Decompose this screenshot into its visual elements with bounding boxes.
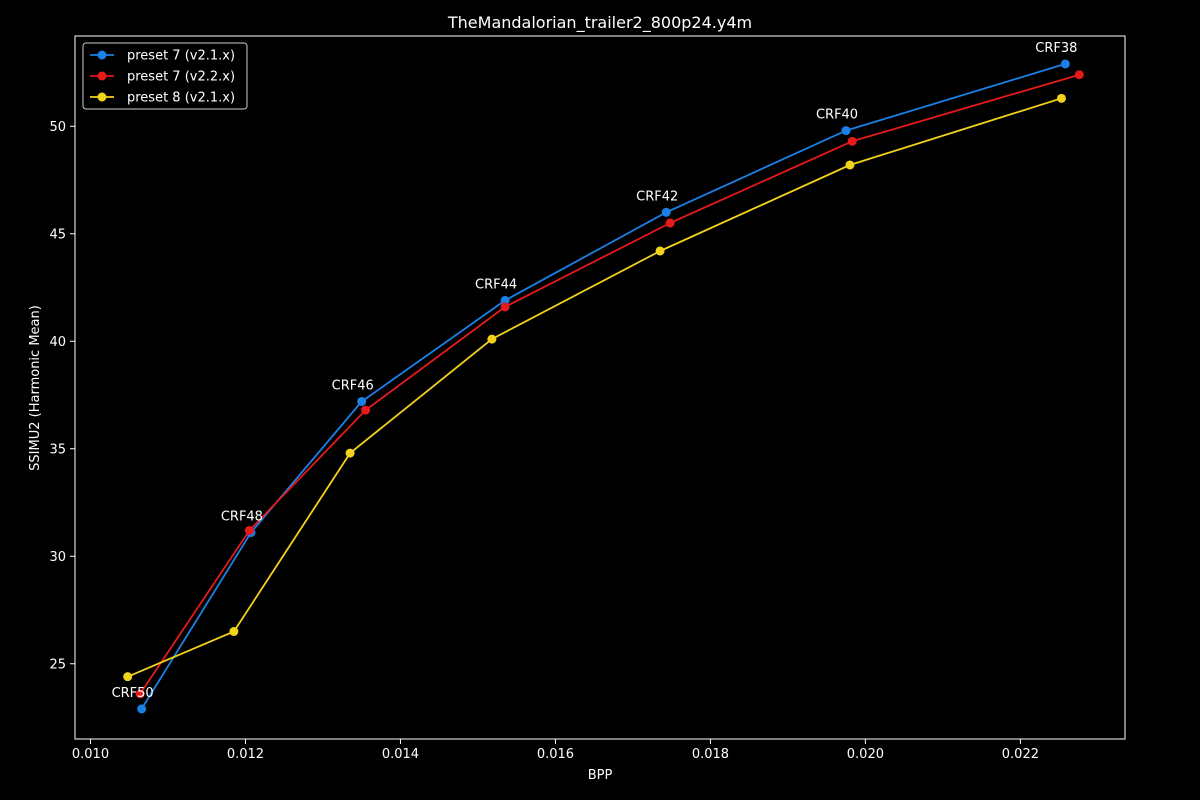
legend-entry: preset 7 (v2.1.x) bbox=[90, 49, 235, 64]
crf-annotation: CRF38 bbox=[1035, 41, 1077, 56]
y-axis-label: SSIMU2 (Harmonic Mean) bbox=[28, 305, 43, 471]
data-point bbox=[487, 334, 497, 344]
x-tick-label: 0.022 bbox=[1002, 747, 1039, 762]
legend-label: preset 7 (v2.1.x) bbox=[127, 49, 235, 64]
y-axis-ticks: 25 30 35 40 45 50 bbox=[49, 120, 75, 672]
legend-swatch-marker bbox=[97, 71, 107, 81]
y-tick-label: 35 bbox=[49, 442, 66, 457]
data-point bbox=[500, 295, 510, 305]
x-tick-label: 0.012 bbox=[227, 747, 264, 762]
series-2 bbox=[135, 70, 1084, 699]
crf-annotation: CRF40 bbox=[816, 108, 858, 123]
chart-title: TheMandalorian_trailer2_800p24.y4m bbox=[447, 13, 752, 33]
x-axis-label: BPP bbox=[588, 768, 613, 783]
data-point bbox=[1060, 59, 1070, 69]
x-axis-ticks: 0.010 0.012 0.014 0.016 0.018 0.020 0.022 bbox=[72, 739, 1039, 762]
x-tick-label: 0.010 bbox=[72, 747, 109, 762]
data-point bbox=[345, 448, 355, 458]
series-3 bbox=[123, 93, 1066, 682]
crf-annotation: CRF50 bbox=[112, 686, 154, 701]
annotation-layer: CRF50 CRF48 CRF46 CRF44 CRF42 CRF40 CRF38 bbox=[112, 41, 1078, 701]
crf-annotation: CRF44 bbox=[475, 277, 517, 292]
legend-entry: preset 7 (v2.2.x) bbox=[90, 70, 235, 85]
legend-entry: preset 8 (v2.1.x) bbox=[90, 91, 235, 106]
x-tick-label: 0.014 bbox=[382, 747, 419, 762]
data-point bbox=[1056, 93, 1066, 103]
legend-swatch-marker bbox=[97, 50, 107, 60]
data-point bbox=[135, 689, 145, 699]
data-point bbox=[655, 246, 665, 256]
data-point bbox=[661, 207, 671, 217]
data-point bbox=[665, 218, 675, 228]
x-tick-label: 0.016 bbox=[537, 747, 574, 762]
legend-label: preset 8 (v2.1.x) bbox=[127, 91, 235, 106]
plot-frame bbox=[74, 35, 1126, 740]
data-point bbox=[1074, 70, 1084, 80]
data-point bbox=[229, 627, 239, 637]
y-tick-label: 45 bbox=[49, 227, 66, 242]
data-point bbox=[845, 160, 855, 170]
data-point bbox=[841, 126, 851, 136]
data-point bbox=[500, 302, 510, 312]
x-tick-label: 0.020 bbox=[847, 747, 884, 762]
series-layer bbox=[123, 59, 1084, 714]
y-tick-label: 30 bbox=[49, 550, 66, 565]
legend-label: preset 7 (v2.2.x) bbox=[127, 70, 235, 85]
crf-annotation: CRF48 bbox=[221, 510, 263, 525]
y-tick-label: 50 bbox=[49, 120, 66, 135]
x-tick-label: 0.018 bbox=[692, 747, 729, 762]
data-point bbox=[123, 672, 133, 682]
legend: preset 7 (v2.1.x) preset 7 (v2.2.x) preset… bbox=[82, 42, 248, 110]
crf-annotation: CRF46 bbox=[332, 378, 374, 393]
data-point bbox=[357, 396, 367, 406]
data-point bbox=[137, 704, 147, 714]
legend-swatch-marker bbox=[97, 92, 107, 102]
y-tick-label: 40 bbox=[49, 335, 66, 350]
legend-box bbox=[82, 42, 248, 110]
crf-annotation: CRF42 bbox=[636, 189, 678, 204]
data-point bbox=[361, 405, 371, 415]
y-tick-label: 25 bbox=[49, 657, 66, 672]
data-point bbox=[847, 136, 857, 146]
data-point bbox=[244, 525, 254, 535]
